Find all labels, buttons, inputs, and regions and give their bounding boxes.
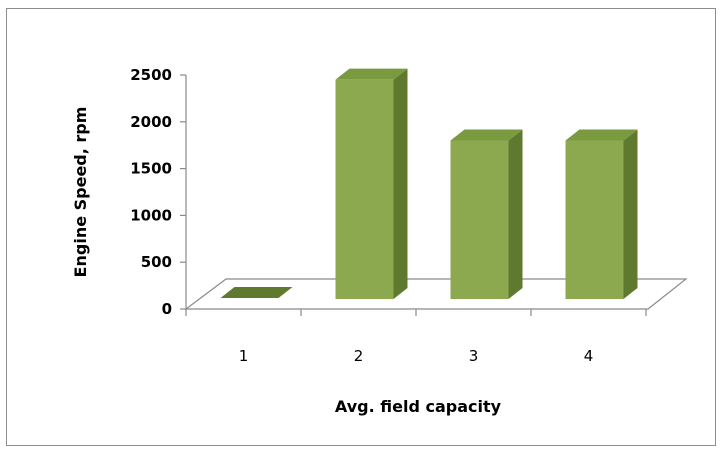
x-axis-title: Avg. field capacity: [335, 397, 502, 416]
y-tick-label: 0: [162, 300, 172, 318]
bar-side: [623, 129, 638, 299]
bar-top: [565, 129, 638, 141]
bars: [220, 68, 638, 300]
bar-front: [335, 79, 394, 300]
y-axis-title: Engine Speed, rpm: [71, 107, 90, 278]
bar-top: [220, 287, 293, 298]
y-tick-label: 1000: [130, 206, 172, 224]
x-tick-label: 1: [239, 347, 249, 365]
bar-1: [220, 287, 293, 298]
bar-top: [335, 68, 408, 80]
bar-side: [393, 68, 408, 300]
bar-3: [450, 129, 523, 299]
bar-4: [565, 129, 638, 299]
x-tick-label: 4: [584, 347, 594, 365]
x-tick-label: 2: [354, 347, 364, 365]
y-tick-label: 500: [141, 253, 172, 271]
bar-2: [335, 68, 408, 300]
bar-front: [450, 140, 509, 299]
bar-top: [450, 129, 523, 141]
y-tick-label: 2500: [130, 66, 172, 84]
axes: 0 500 1000 1500 2000 2500 1 2 3 4: [130, 66, 647, 365]
y-tick-label: 1500: [130, 160, 172, 178]
bar-side: [508, 129, 523, 299]
floor-outline: [184, 278, 688, 310]
chart-floor: [184, 278, 688, 310]
bar-front: [565, 140, 624, 299]
x-tick-label: 3: [469, 347, 479, 365]
y-tick-label: 2000: [130, 113, 172, 131]
